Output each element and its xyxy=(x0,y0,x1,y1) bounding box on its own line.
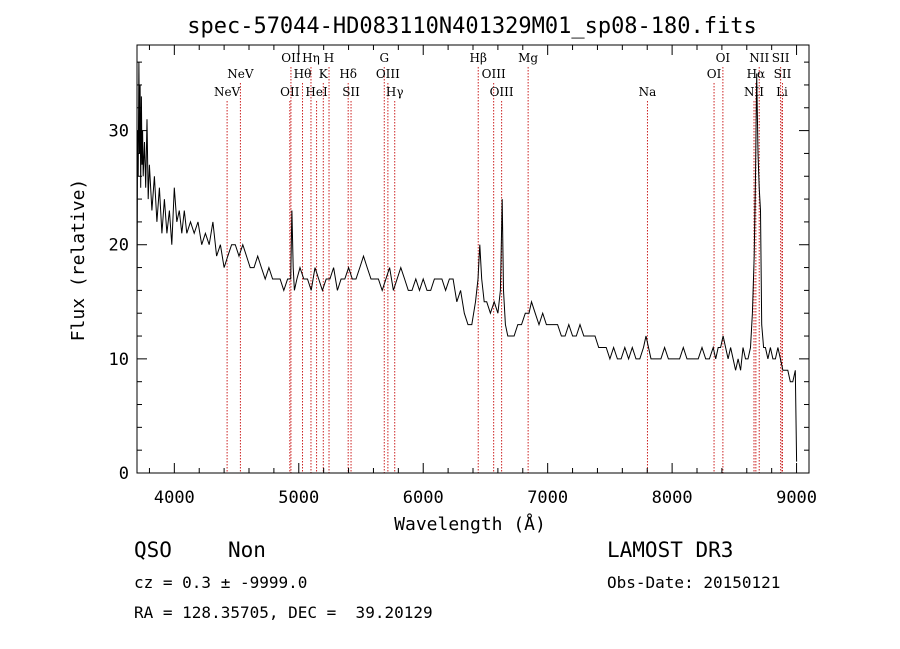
x-tick-label: 8000 xyxy=(652,488,693,508)
emission-line-label: Hθ xyxy=(294,67,312,81)
emission-line-label: G xyxy=(379,51,389,65)
emission-line-label: K xyxy=(319,67,329,81)
x-tick-label: 6000 xyxy=(403,488,444,508)
emission-line-label: H xyxy=(324,51,334,65)
observation-date: Obs-Date: 20150121 xyxy=(607,573,781,592)
emission-line-label: NII xyxy=(749,51,769,65)
x-axis-label: Wavelength (Å) xyxy=(394,513,546,535)
axis-ticks: 4000 5000 6000 7000 8000 9000 0 10 20 30 xyxy=(109,45,817,508)
emission-line-label: Hβ xyxy=(470,51,487,65)
emission-line-label: Hγ xyxy=(386,85,404,99)
redshift-readout: cz = 0.3 ± -9999.0 xyxy=(134,573,308,592)
emission-line-label: SII xyxy=(772,51,790,65)
emission-line-label: HeI xyxy=(305,85,328,99)
emission-line-labels: NeV NeV OII OII Hθ Hη HeI KH Hδ SII G OIII Hγ Hβ OIII O… xyxy=(214,51,792,99)
emission-line-label: Li xyxy=(776,85,788,99)
emission-line-label: SII xyxy=(774,67,792,81)
x-tick-label: 9000 xyxy=(776,488,817,508)
emission-line-label: NII xyxy=(744,85,764,99)
emission-line-label: OIII xyxy=(376,67,400,81)
emission-line-label: Hδ xyxy=(339,67,357,81)
emission-line-label: OI xyxy=(716,51,731,65)
emission-line-label: NeV xyxy=(227,67,254,81)
emission-line-label: Mg xyxy=(518,51,538,65)
emission-line-markers xyxy=(226,67,783,473)
emission-line-label: OII xyxy=(280,85,300,99)
object-class: QSO xyxy=(134,538,172,562)
x-tick-label: 7000 xyxy=(527,488,568,508)
y-tick-label: 30 xyxy=(109,122,129,142)
y-tick-label: 20 xyxy=(109,236,129,256)
y-tick-label: 0 xyxy=(119,464,129,484)
object-subclass: Non xyxy=(228,538,266,562)
chart-title: spec-57044-HD083110N401329M01_sp08-180.f… xyxy=(187,14,757,39)
emission-line-label: Hη xyxy=(302,51,320,65)
emission-line-label: Hα xyxy=(747,67,766,81)
y-tick-label: 10 xyxy=(109,350,129,370)
emission-line-label: NeV xyxy=(214,85,241,99)
x-tick-label: 5000 xyxy=(278,488,319,508)
plot-axes xyxy=(136,44,810,474)
plot-frame xyxy=(136,44,810,474)
emission-line-label: Na xyxy=(639,85,657,99)
emission-line-label: OIII xyxy=(490,85,514,99)
emission-line-label: SII xyxy=(342,85,360,99)
y-axis-label: Flux (relative) xyxy=(68,179,89,342)
emission-line-label: OII xyxy=(281,51,301,65)
survey-name: LAMOST DR3 xyxy=(607,538,734,562)
spectrum-line xyxy=(136,62,798,462)
x-tick-label: 4000 xyxy=(154,488,195,508)
emission-line-label: OI xyxy=(707,67,722,81)
emission-line-label: OIII xyxy=(482,67,506,81)
coordinates-readout: RA = 128.35705, DEC = 39.20129 xyxy=(134,603,433,622)
